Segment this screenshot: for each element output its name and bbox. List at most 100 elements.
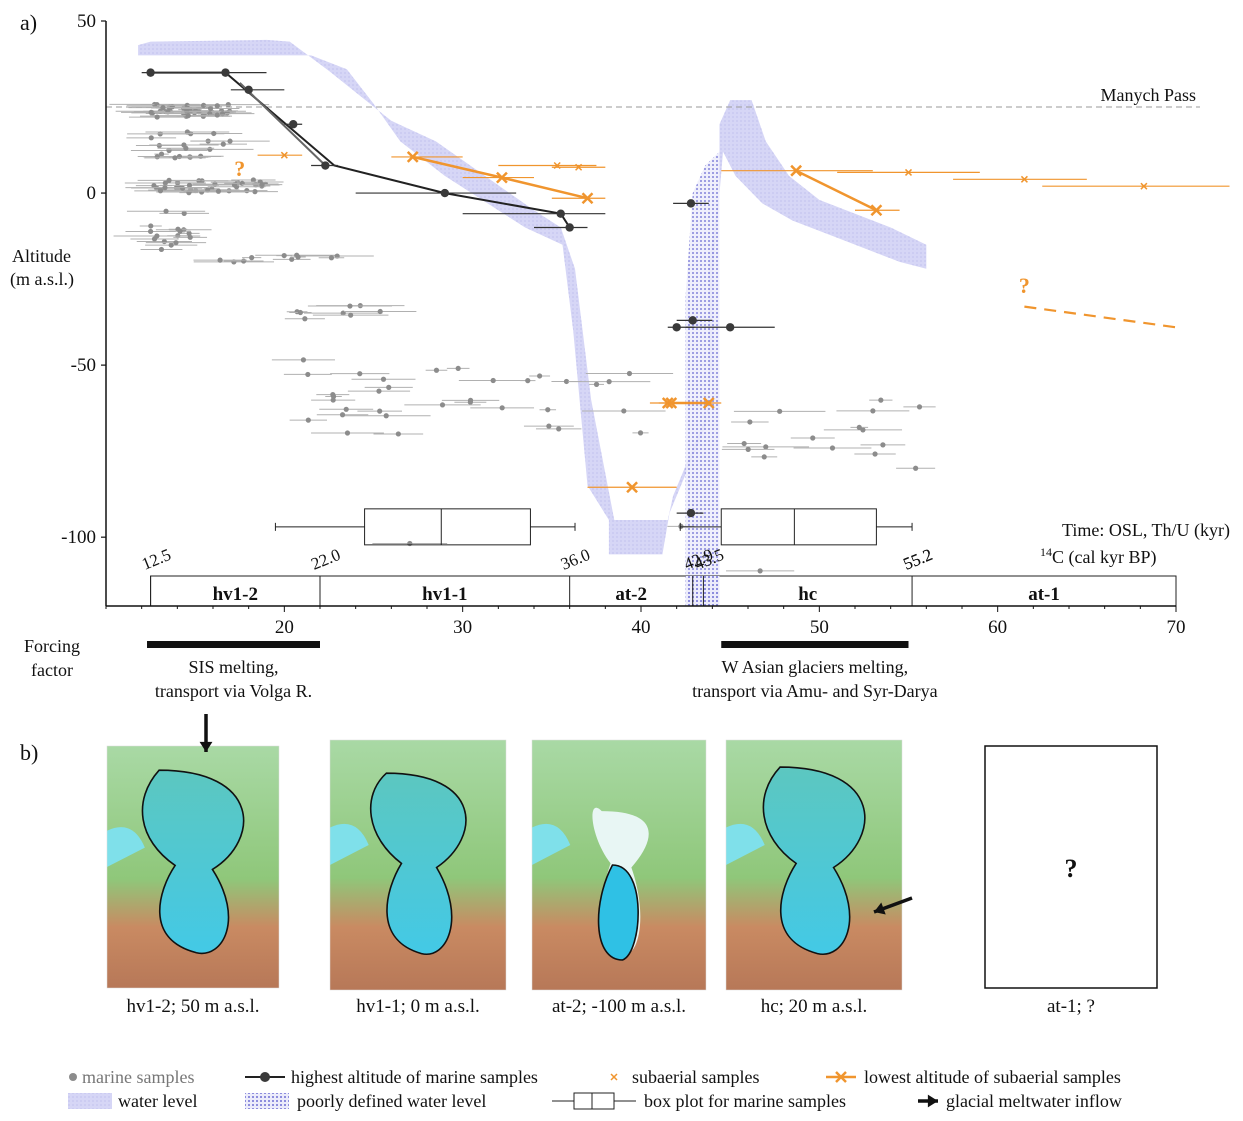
map-3: at-2; -100 m a.s.l. xyxy=(531,739,707,1017)
marine-sample-point xyxy=(347,303,353,309)
marine-sample-point xyxy=(200,102,207,108)
marine-sample xyxy=(404,402,481,408)
subaerial-lowest-point-stroke-b xyxy=(581,192,594,205)
marine-sample xyxy=(535,426,582,432)
marine-sample-point xyxy=(227,138,233,144)
marine-sample-point xyxy=(177,228,183,234)
legend-arrow-icon-head xyxy=(927,1094,938,1108)
marine-sample xyxy=(231,177,276,183)
y-tick-label: -50 xyxy=(71,355,96,376)
marine-sample xyxy=(836,408,910,414)
forcing-factors: SIS melting, transport via Volga R. W Asia… xyxy=(147,641,938,701)
legend-item-subaerial_low: lowest altitude of subaerial samples xyxy=(826,1067,1121,1087)
marine-sample-point xyxy=(156,142,162,149)
marine-sample xyxy=(139,223,162,229)
marine-sample-point xyxy=(148,135,154,141)
marine-sample-point xyxy=(300,357,307,363)
marine-sample xyxy=(722,444,810,450)
legend-arrow-icon xyxy=(918,1094,938,1108)
marine-sample-point xyxy=(148,109,154,116)
meltwater-arrow-icon xyxy=(199,714,213,752)
marine-sample-point xyxy=(172,155,178,161)
marine-sample-point xyxy=(214,103,220,109)
marine-sample xyxy=(121,109,182,116)
marine-sample-point xyxy=(250,177,256,183)
subaerial-lowest-point xyxy=(581,192,594,205)
marine-sample-point xyxy=(281,252,287,259)
subaerial-sample xyxy=(1020,175,1028,183)
map-frame xyxy=(725,739,903,991)
marine-sample-point xyxy=(302,316,308,322)
subaerial-lowest-point xyxy=(870,204,883,217)
marine-sample-point xyxy=(606,379,612,385)
legend-label: subaerial samples xyxy=(632,1067,759,1087)
manych-pass-label: Manych Pass xyxy=(1101,85,1197,105)
subaerial-lowest-point xyxy=(790,164,803,177)
marine-highest-point xyxy=(244,85,253,95)
subaerial-sample xyxy=(280,151,288,159)
x-tick-label: 40 xyxy=(632,617,651,638)
axes: 50 0 -50 -100 20 30 40 50 60 70 xyxy=(61,11,1185,638)
marine-sample xyxy=(351,376,416,382)
subaerial-lowest-point-stroke-b xyxy=(790,164,803,177)
marine-sample-point xyxy=(872,451,878,457)
forcing-text-1: W Asian glaciers melting, xyxy=(722,657,909,677)
marine-sample-point xyxy=(916,404,923,410)
map-black-sea xyxy=(107,827,145,867)
legend-swatch-stroke-b xyxy=(835,1071,847,1083)
marine-sample-point xyxy=(621,408,627,414)
marine-sample-point xyxy=(546,423,552,429)
marine-sample-point xyxy=(383,413,389,419)
marine-sample-point xyxy=(747,419,753,425)
subaerial-sample xyxy=(575,163,583,171)
legend-item-poor: poorly defined water level xyxy=(245,1091,486,1111)
box-plot-2 xyxy=(679,508,913,546)
marine-sample xyxy=(539,407,557,413)
marine-sample xyxy=(585,370,674,377)
marine-sample-point xyxy=(154,114,160,120)
maps-panel: hv1-2; 50 m a.s.l. hv1-1; 0 m a.s.l. at-2;… xyxy=(106,714,1158,1017)
marine-sample-point xyxy=(433,367,440,373)
forcing-1: SIS melting, transport via Volga R. xyxy=(147,641,320,701)
marine-sample xyxy=(166,146,254,152)
marine-sample-point xyxy=(162,180,168,186)
marine-sample xyxy=(311,430,384,436)
poorly-defined-water-level-band xyxy=(685,151,720,589)
marine-sample xyxy=(142,154,172,160)
marine-sample-point xyxy=(252,189,258,195)
map-frame xyxy=(531,739,707,991)
marine-sample xyxy=(850,424,869,431)
marine-sample xyxy=(178,230,200,236)
marine-sample xyxy=(289,309,312,316)
marine-sample-point xyxy=(187,234,193,240)
marine-sample-point xyxy=(763,444,769,450)
box-plot-1 xyxy=(274,508,576,546)
chart-question-mark: ? xyxy=(1019,273,1030,298)
marine-sample xyxy=(149,142,219,148)
marine-sample xyxy=(726,568,795,574)
marine-sample-point xyxy=(343,406,349,412)
map-lake-low xyxy=(597,864,639,961)
map-lake xyxy=(762,766,866,955)
time-axis-label-2-sup: 14 xyxy=(1040,545,1052,559)
marine-sample-point xyxy=(328,255,335,261)
marine-sample xyxy=(223,258,264,264)
marine-sample-point xyxy=(219,111,226,117)
subaerial-sample-stroke-b xyxy=(1020,175,1028,183)
marine-sample-point xyxy=(745,446,751,452)
marine-sample-point xyxy=(181,210,187,216)
marine-sample xyxy=(330,371,390,377)
marine-sample xyxy=(903,404,936,410)
poor-band-shape xyxy=(685,151,720,589)
subaerial-lowest-point xyxy=(665,397,678,409)
subaerial-sample-stroke-b xyxy=(575,163,583,171)
marine-sample-point xyxy=(348,312,354,318)
marine-sample xyxy=(290,254,306,260)
marine-sample-point xyxy=(241,258,247,264)
y-tick-label: 0 xyxy=(87,183,97,204)
forcing-label-2: factor xyxy=(31,660,73,680)
marine-sample xyxy=(124,180,206,186)
legend-item-box: box plot for marine samples xyxy=(552,1091,846,1111)
marine-sample xyxy=(307,303,393,309)
legend-item-marine_high: highest altitude of marine samples xyxy=(245,1067,538,1087)
